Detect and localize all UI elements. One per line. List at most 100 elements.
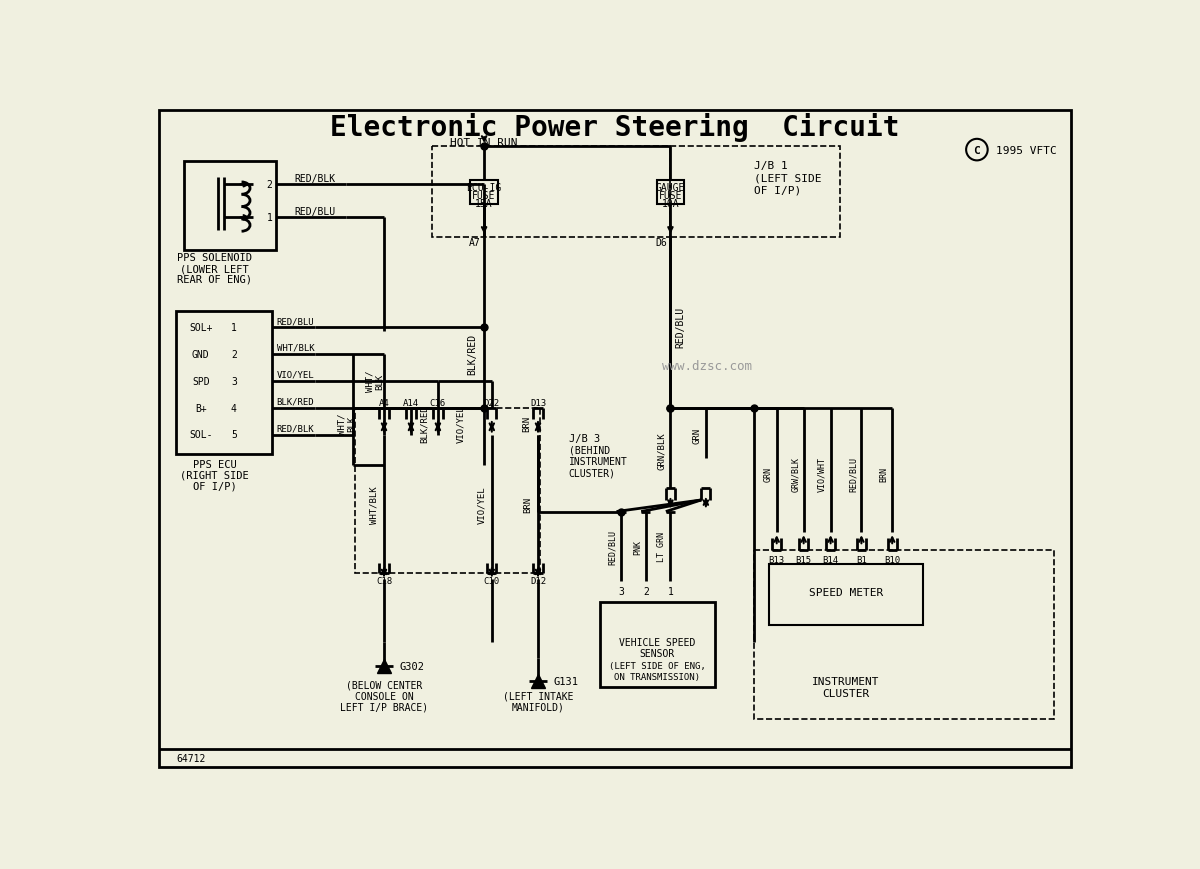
Text: J/B 3: J/B 3	[569, 434, 600, 444]
Text: SOL-: SOL-	[188, 430, 212, 440]
Text: BRN: BRN	[523, 496, 533, 512]
Bar	[754, 550, 1054, 720]
Text: C16: C16	[430, 398, 446, 408]
Text: MANIFOLD): MANIFOLD)	[511, 701, 564, 712]
Text: J/B 1: J/B 1	[754, 161, 787, 171]
Text: ECU-IG: ECU-IG	[467, 183, 502, 193]
Text: OF I/P): OF I/P)	[754, 185, 800, 196]
Text: PNK: PNK	[632, 539, 642, 554]
Bar	[176, 312, 272, 454]
Text: C10: C10	[484, 577, 500, 586]
Text: 3: 3	[618, 586, 624, 596]
Text: A14: A14	[403, 398, 419, 408]
Text: D22: D22	[484, 398, 500, 408]
Text: RED/BLK: RED/BLK	[277, 424, 314, 434]
Text: RED/BLK: RED/BLK	[294, 174, 335, 184]
Text: GAUGE: GAUGE	[655, 183, 685, 193]
Text: RED/BLU: RED/BLU	[294, 207, 335, 217]
Text: (BEHIND: (BEHIND	[569, 446, 610, 455]
Bar	[656, 182, 684, 204]
Text: RED/BLU: RED/BLU	[608, 529, 617, 564]
Bar	[184, 162, 276, 250]
Text: 5: 5	[230, 430, 236, 440]
Text: D6: D6	[655, 238, 667, 248]
Text: 64712: 64712	[176, 753, 205, 763]
Text: GRN: GRN	[763, 466, 773, 481]
Text: REAR OF ENG): REAR OF ENG)	[178, 275, 252, 285]
Text: BRN: BRN	[880, 466, 888, 481]
Text: OF I/P): OF I/P)	[193, 481, 236, 491]
Text: BLK/RED: BLK/RED	[420, 405, 428, 442]
Text: 1: 1	[667, 586, 673, 596]
Text: GRW/BLK: GRW/BLK	[791, 456, 799, 491]
Text: VIO/YEL: VIO/YEL	[456, 405, 466, 442]
Text: BLK/RED: BLK/RED	[277, 397, 314, 407]
Text: (LOWER LEFT: (LOWER LEFT	[180, 264, 248, 274]
Text: BRN: BRN	[522, 415, 530, 432]
Text: SOL+: SOL+	[188, 322, 212, 332]
Text: FUSE: FUSE	[659, 191, 682, 201]
Text: INSTRUMENT: INSTRUMENT	[812, 676, 880, 687]
Text: B13: B13	[769, 555, 785, 564]
Text: A7: A7	[469, 238, 481, 248]
Bar	[600, 603, 715, 687]
Text: VEHICLE SPEED: VEHICLE SPEED	[619, 638, 696, 647]
Text: C: C	[973, 145, 980, 156]
Text: A4: A4	[379, 398, 389, 408]
Text: B10: B10	[884, 555, 900, 564]
Text: LEFT I/P BRACE): LEFT I/P BRACE)	[340, 701, 428, 712]
Text: RED/BLU: RED/BLU	[277, 316, 314, 326]
Text: GRN/BLK: GRN/BLK	[656, 432, 666, 469]
Text: 4: 4	[230, 403, 236, 413]
Text: 15A: 15A	[475, 198, 493, 209]
Text: (LEFT INTAKE: (LEFT INTAKE	[503, 691, 574, 700]
Text: VIO/WHT: VIO/WHT	[817, 456, 827, 491]
Text: PPS ECU: PPS ECU	[193, 459, 236, 469]
Text: ON TRANSMISSION): ON TRANSMISSION)	[614, 672, 701, 681]
Text: 2: 2	[643, 586, 649, 596]
Text: RED/BLU: RED/BLU	[848, 456, 858, 491]
Text: CONSOLE ON: CONSOLE ON	[355, 691, 413, 700]
Text: 1995 VFTC: 1995 VFTC	[996, 145, 1057, 156]
Text: CLUSTER): CLUSTER)	[569, 468, 616, 479]
Text: B+: B+	[194, 403, 206, 413]
Text: RED/BLU: RED/BLU	[676, 307, 685, 348]
Text: VIO/YEL: VIO/YEL	[277, 370, 314, 380]
Text: WHT/BLK: WHT/BLK	[370, 486, 378, 523]
Bar	[769, 564, 923, 626]
Text: HOT IN RUN: HOT IN RUN	[450, 138, 518, 148]
Text: 1: 1	[266, 213, 272, 223]
Bar	[470, 182, 498, 204]
Text: SPEED METER: SPEED METER	[809, 587, 883, 598]
Text: (LEFT SIDE OF ENG,: (LEFT SIDE OF ENG,	[608, 661, 706, 670]
Text: 3: 3	[230, 376, 236, 386]
Text: VIO/YEL: VIO/YEL	[478, 486, 486, 523]
Text: 2: 2	[266, 180, 272, 190]
Text: (RIGHT SIDE: (RIGHT SIDE	[180, 470, 248, 480]
Text: C18: C18	[376, 577, 392, 586]
Text: www.dzsc.com: www.dzsc.com	[662, 359, 752, 372]
Text: BLK/RED: BLK/RED	[468, 334, 478, 375]
Text: SENSOR: SENSOR	[640, 648, 674, 659]
Text: 10A: 10A	[661, 198, 679, 209]
Text: CLUSTER: CLUSTER	[822, 688, 870, 699]
Text: PPS SOLENOID: PPS SOLENOID	[178, 253, 252, 263]
Text: B15: B15	[796, 555, 811, 564]
Bar	[671, 147, 840, 237]
Bar	[355, 408, 540, 574]
Text: 1: 1	[230, 322, 236, 332]
Text: WHT/
BLK: WHT/ BLK	[337, 413, 356, 434]
Text: (BELOW CENTER: (BELOW CENTER	[346, 680, 422, 690]
Text: B14: B14	[822, 555, 839, 564]
Text: 2: 2	[230, 349, 236, 359]
Text: INSTRUMENT: INSTRUMENT	[569, 457, 628, 467]
Text: G131: G131	[553, 676, 578, 687]
Text: D12: D12	[530, 577, 546, 586]
Text: WHT/
BLK: WHT/ BLK	[365, 370, 384, 392]
Text: GND: GND	[192, 349, 210, 359]
Text: WHT/BLK: WHT/BLK	[277, 343, 314, 353]
Text: D13: D13	[530, 398, 546, 408]
Text: Electronic Power Steering  Circuit: Electronic Power Steering Circuit	[330, 113, 900, 142]
Text: SPD: SPD	[192, 376, 210, 386]
Text: G302: G302	[400, 660, 425, 671]
